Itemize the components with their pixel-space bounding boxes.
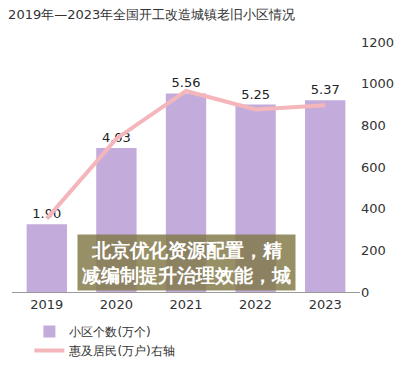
svg-text:2019: 2019 bbox=[30, 297, 63, 312]
svg-text:惠及居民(万户)右轴: 惠及居民(万户)右轴 bbox=[68, 344, 174, 358]
svg-text:2021: 2021 bbox=[169, 297, 202, 312]
svg-text:5.25: 5.25 bbox=[241, 87, 270, 102]
svg-text:1200: 1200 bbox=[361, 35, 394, 50]
svg-text:4.03: 4.03 bbox=[102, 130, 131, 145]
svg-text:小区个数(万个): 小区个数(万个) bbox=[69, 325, 150, 339]
svg-text:2019年—2023年全国开工改造城镇老旧小区情况: 2019年—2023年全国开工改造城镇老旧小区情况 bbox=[8, 7, 295, 22]
svg-text:600: 600 bbox=[361, 160, 386, 175]
svg-text:800: 800 bbox=[361, 118, 386, 133]
svg-text:5.56: 5.56 bbox=[172, 75, 201, 90]
svg-text:2022: 2022 bbox=[239, 297, 272, 312]
svg-text:1000: 1000 bbox=[361, 76, 394, 91]
svg-text:北京优化资源配置，精减编制提升治理效能，城: 北京优化资源配置，精减编制提升治理效能，城 bbox=[82, 239, 291, 286]
svg-text:0: 0 bbox=[361, 285, 369, 300]
svg-text:5.37: 5.37 bbox=[311, 82, 340, 97]
svg-text:2023: 2023 bbox=[309, 297, 342, 312]
svg-text:400: 400 bbox=[361, 201, 386, 216]
svg-text:200: 200 bbox=[361, 243, 386, 258]
svg-text:1.90: 1.90 bbox=[32, 206, 61, 221]
svg-text:2020: 2020 bbox=[100, 297, 133, 312]
